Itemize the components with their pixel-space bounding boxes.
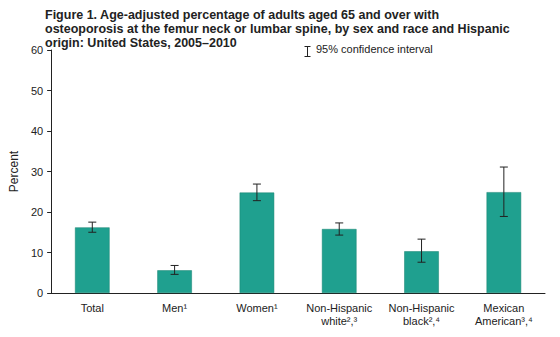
svg-text:10: 10 (31, 247, 43, 259)
svg-text:0: 0 (37, 287, 43, 299)
svg-text:origin: United States, 2005–20: origin: United States, 2005–2010 (45, 36, 237, 50)
svg-text:Figure 1. Age-adjusted percent: Figure 1. Age-adjusted percentage of adu… (45, 8, 443, 22)
svg-text:Non-Hispanic: Non-Hispanic (306, 302, 373, 314)
svg-text:white²,³: white²,³ (320, 315, 357, 327)
svg-text:Women¹: Women¹ (236, 302, 278, 314)
svg-text:black²,⁴: black²,⁴ (403, 315, 440, 327)
svg-text:50: 50 (31, 85, 43, 97)
svg-text:American³,⁴: American³,⁴ (475, 315, 533, 327)
svg-text:30: 30 (31, 166, 43, 178)
svg-text:20: 20 (31, 206, 43, 218)
svg-text:Total: Total (81, 302, 104, 314)
svg-text:95% confidence interval: 95% confidence interval (316, 43, 433, 55)
svg-text:60: 60 (31, 44, 43, 56)
svg-text:Mexican: Mexican (483, 302, 524, 314)
svg-text:Men¹: Men¹ (162, 302, 187, 314)
svg-text:Non-Hispanic: Non-Hispanic (389, 302, 456, 314)
svg-text:osteoporosis at the femur neck: osteoporosis at the femur neck or lumbar… (45, 22, 513, 36)
svg-text:40: 40 (31, 125, 43, 137)
svg-text:Percent: Percent (7, 150, 21, 192)
